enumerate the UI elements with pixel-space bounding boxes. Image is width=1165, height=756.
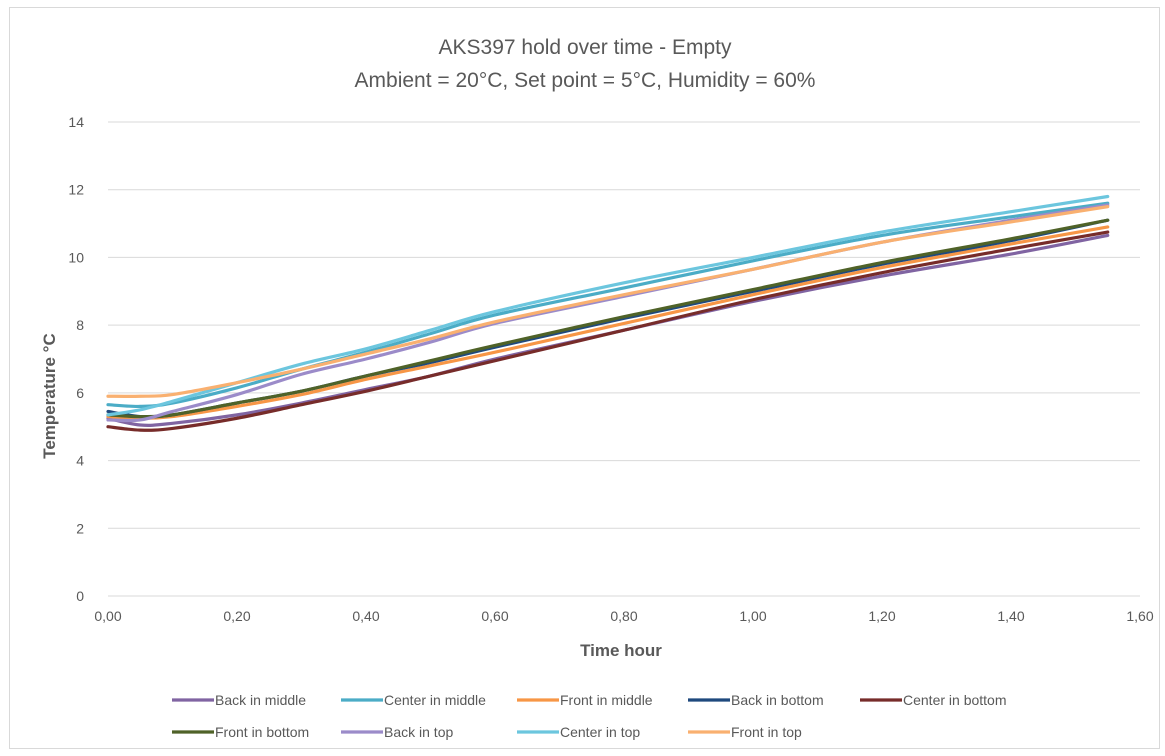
series-line-front-in-middle	[106, 225, 1110, 420]
legend-item-front-in-bottom: Front in bottom	[172, 724, 309, 740]
chart-title: AKS397 hold over time - Empty Ambient = …	[355, 36, 816, 92]
x-tick-label: 0,20	[223, 608, 250, 624]
x-tick-label: 0,40	[352, 608, 379, 624]
series-lines	[106, 194, 1110, 432]
legend-label: Front in top	[731, 724, 802, 740]
legend: Back in middle Center in middle Front in m…	[172, 692, 1007, 740]
legend-item-front-in-top: Front in top	[688, 724, 802, 740]
x-axis-ticks: 0,00 0,20 0,40 0,60 0,80 1,00 1,20 1,40 1,60	[94, 608, 1153, 624]
legend-label: Back in top	[384, 724, 453, 740]
legend-item-center-in-middle: Center in middle	[341, 692, 486, 708]
legend-item-back-in-top: Back in top	[341, 724, 453, 740]
x-tick-label: 1,20	[868, 608, 895, 624]
x-tick-label: 1,40	[997, 608, 1024, 624]
y-axis-label: Temperature °C	[40, 333, 59, 459]
y-tick-label: 8	[76, 317, 84, 333]
series-line-center-in-top	[106, 194, 1110, 417]
y-tick-label: 4	[76, 453, 84, 469]
legend-item-center-in-bottom: Center in bottom	[860, 692, 1007, 708]
x-tick-label: 0,00	[94, 608, 121, 624]
y-tick-label: 2	[76, 520, 84, 536]
legend-label: Center in bottom	[903, 692, 1007, 708]
x-tick-label: 0,60	[481, 608, 508, 624]
x-tick-label: 1,60	[1126, 608, 1153, 624]
x-tick-label: 0,80	[610, 608, 637, 624]
series-line-center-in-bottom	[106, 230, 1110, 432]
x-axis-label: Time hour	[580, 641, 662, 660]
series-line-back-in-top	[106, 203, 1110, 423]
legend-label: Front in middle	[560, 692, 653, 708]
x-tick-label: 1,00	[739, 608, 766, 624]
y-tick-label: 14	[68, 114, 84, 130]
legend-item-front-in-middle: Front in middle	[517, 692, 653, 708]
series-line-center-in-middle	[106, 201, 1110, 409]
y-tick-label: 10	[68, 249, 84, 265]
legend-label: Front in bottom	[215, 724, 309, 740]
line-chart: AKS397 hold over time - Empty Ambient = …	[40, 36, 1154, 740]
series-line-front-in-top	[106, 205, 1110, 398]
series-line-front-in-bottom	[106, 218, 1110, 419]
y-tick-label: 0	[76, 588, 84, 604]
series-line-back-in-middle	[106, 233, 1110, 427]
chart-title-line-2: Ambient = 20°C, Set point = 5°C, Humidit…	[355, 69, 816, 92]
legend-item-back-in-middle: Back in middle	[172, 692, 306, 708]
legend-label: Back in bottom	[731, 692, 824, 708]
y-tick-label: 12	[68, 182, 84, 198]
legend-label: Center in top	[560, 724, 640, 740]
gridlines	[108, 121, 1140, 597]
chart-frame: AKS397 hold over time - Empty Ambient = …	[9, 7, 1160, 749]
legend-label: Center in middle	[384, 692, 486, 708]
legend-label: Back in middle	[215, 692, 306, 708]
y-axis-ticks: 0 2 4 6 8 10 12 14	[68, 114, 84, 604]
y-tick-label: 6	[76, 385, 84, 401]
chart-title-line-1: AKS397 hold over time - Empty	[439, 36, 732, 59]
legend-item-back-in-bottom: Back in bottom	[688, 692, 824, 708]
legend-item-center-in-top: Center in top	[517, 724, 640, 740]
